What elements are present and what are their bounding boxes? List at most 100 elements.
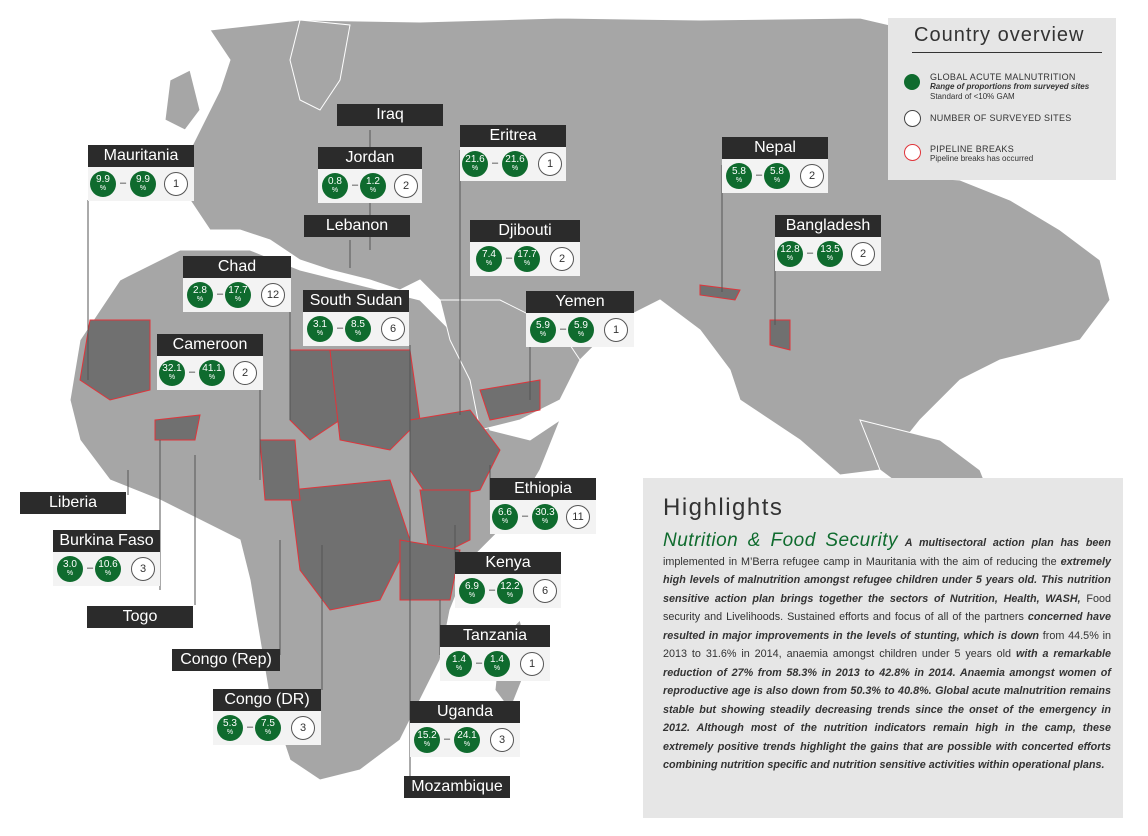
gam-max: 1.4 (490, 654, 504, 665)
site-count: 3 (131, 557, 155, 581)
site-count: 3 (490, 728, 514, 752)
percent-sign: % (786, 255, 794, 262)
gam-values: 9.9% – 9.9% 1 (88, 167, 194, 201)
gam-max: 24.1 (457, 730, 477, 741)
gam-max-bubble: 8.5% (345, 316, 371, 342)
gam-max-bubble: 13.5% (817, 241, 843, 267)
gam-max: 17.7 (228, 285, 248, 296)
gam-values: 3.0% – 10.6% 3 (53, 552, 160, 586)
highlights-text-4: Food security and Livelihoods. Sustained… (663, 592, 1111, 624)
site-count: 1 (604, 318, 628, 342)
percent-sign: % (99, 185, 107, 192)
eurasia-landmass (179, 17, 1111, 476)
range-dash: – (522, 510, 529, 522)
gam-values: 32.1% – 41.1% 2 (157, 356, 263, 390)
country-name: Burkina Faso (53, 530, 160, 552)
range-dash: – (756, 169, 763, 181)
gam-min: 7.4 (482, 249, 496, 260)
percent-sign: % (369, 187, 377, 194)
gam-max-bubble: 17.7% (225, 282, 251, 308)
percent-sign: % (104, 570, 112, 577)
percent-sign: % (354, 330, 362, 337)
gam-max-bubble: 5.8% (764, 163, 790, 189)
gam-max-bubble: 1.2% (360, 173, 386, 199)
gam-min-bubble: 2.8% (187, 282, 213, 308)
country-name: Cameroon (157, 334, 263, 356)
gam-max: 5.8 (770, 166, 784, 177)
yemen-shape (479, 379, 541, 421)
gam-max: 30.3 (535, 507, 555, 518)
tag-mozambique: Mozambique (404, 776, 510, 798)
gam-values: 15.2% – 24.1% 3 (410, 723, 520, 757)
gam-min: 6.6 (498, 507, 512, 518)
gam-min-bubble: 21.6% (462, 151, 488, 177)
site-count: 2 (394, 174, 418, 198)
gam-values: 1.4% – 1.4% 1 (440, 647, 550, 681)
highlights-text-5: concerned have resulted in major improve… (663, 611, 1111, 642)
percent-sign: % (234, 296, 242, 303)
gam-max-bubble: 30.3% (532, 504, 558, 530)
gam-min-bubble: 9.9% (90, 171, 116, 197)
site-count: 11 (566, 505, 590, 529)
gam-values: 7.4% – 17.7% 2 (470, 242, 580, 276)
percent-sign: % (577, 331, 585, 338)
gam-max: 5.9 (574, 320, 588, 331)
range-dash: – (189, 366, 196, 378)
gam-max: 41.1 (202, 363, 222, 374)
highlights-text-3: extremely high levels of malnutrition am… (663, 555, 1111, 605)
percent-sign: % (468, 592, 476, 599)
gam-min-bubble: 3.1% (307, 316, 333, 342)
percent-sign: % (511, 165, 519, 172)
mauritania-shape (79, 319, 151, 401)
tag-iraq: Iraq (337, 104, 443, 126)
highlights-panel: Highlights Nutrition & Food Security A m… (643, 478, 1123, 818)
percent-sign: % (455, 665, 463, 672)
gam-min: 9.9 (96, 174, 110, 185)
gam-min-bubble: 5.8% (726, 163, 752, 189)
site-count: 3 (291, 716, 315, 740)
gam-min: 5.3 (223, 718, 237, 729)
drc-shape (289, 479, 411, 611)
country-name: Uganda (410, 701, 520, 723)
gam-max: 10.6 (98, 559, 118, 570)
gam-values: 12.8% – 13.5% 2 (775, 237, 881, 271)
percent-sign: % (501, 518, 509, 525)
legend-panel: Country overview GLOBAL ACUTE MALNUTRITI… (888, 18, 1116, 180)
gam-min-bubble: 32.1% (159, 360, 185, 386)
highlights-text-2: implemented in M’Berra refugee camp in M… (663, 555, 1057, 568)
outline-circle-icon (904, 110, 921, 127)
gam-max: 17.7 (517, 249, 537, 260)
legend-title: Country overview (914, 24, 1085, 46)
gam-values: 2.8% – 17.7% 12 (183, 278, 291, 312)
gam-min: 0.8 (328, 176, 342, 187)
legend-pipeline-sub: Pipeline breaks has occurred (930, 154, 1034, 163)
range-dash: – (120, 177, 127, 189)
gam-max-bubble: 21.6% (502, 151, 528, 177)
gam-max-bubble: 10.6% (95, 556, 121, 582)
country-name: Mauritania (88, 145, 194, 167)
percent-sign: % (264, 729, 272, 736)
gam-max: 12.2 (500, 581, 520, 592)
percent-sign: % (485, 260, 493, 267)
gam-min: 5.9 (536, 320, 550, 331)
gam-min-bubble: 5.9% (530, 317, 556, 343)
gam-values: 3.1% – 8.5% 6 (303, 312, 409, 346)
green-dot-icon (904, 74, 920, 90)
percent-sign: % (523, 260, 531, 267)
country-name: Ethiopia (490, 478, 596, 500)
legend-sites-title: NUMBER OF SURVEYED SITES (930, 113, 1072, 123)
gam-max-bubble: 17.7% (514, 246, 540, 272)
gam-values: 21.6% – 21.6% 1 (460, 147, 566, 181)
percent-sign: % (423, 741, 431, 748)
gam-max-bubble: 24.1% (454, 727, 480, 753)
percent-sign: % (471, 165, 479, 172)
gam-min: 3.0 (63, 559, 77, 570)
tag-liberia: Liberia (20, 492, 126, 514)
range-dash: – (337, 322, 344, 334)
range-dash: – (489, 584, 496, 596)
gam-values: 5.8% – 5.8% 2 (722, 159, 828, 193)
percent-sign: % (226, 729, 234, 736)
gam-min: 6.9 (465, 581, 479, 592)
legend-sites-text: NUMBER OF SURVEYED SITES (930, 113, 1072, 123)
burkina-shape (154, 414, 201, 441)
